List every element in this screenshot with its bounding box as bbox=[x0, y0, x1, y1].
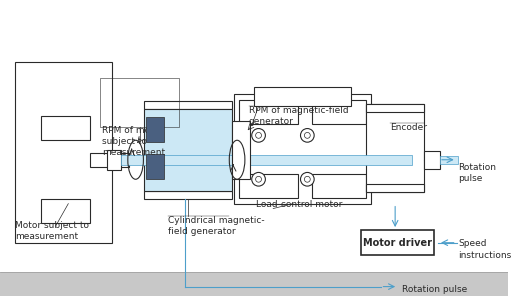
Text: Motor driver: Motor driver bbox=[363, 238, 432, 248]
Bar bbox=[366, 104, 425, 192]
Bar bbox=[234, 94, 371, 204]
Bar bbox=[239, 100, 297, 124]
Text: Rotation pulse: Rotation pulse bbox=[402, 285, 467, 294]
Bar bbox=[366, 184, 425, 192]
Bar bbox=[90, 153, 129, 166]
Text: Rotation
pulse: Rotation pulse bbox=[458, 163, 497, 183]
Bar bbox=[146, 154, 164, 179]
Bar bbox=[312, 174, 366, 198]
Circle shape bbox=[304, 132, 311, 138]
Text: RPM of motor
subject to
measurement: RPM of motor subject to measurement bbox=[103, 126, 166, 157]
Circle shape bbox=[301, 172, 314, 186]
Bar bbox=[144, 191, 232, 199]
Bar bbox=[144, 109, 232, 191]
Bar bbox=[41, 116, 90, 140]
Bar bbox=[101, 78, 179, 127]
Bar bbox=[0, 272, 508, 296]
Bar bbox=[254, 87, 351, 106]
Text: Motor subject to
measurement: Motor subject to measurement bbox=[15, 221, 89, 241]
Bar bbox=[232, 121, 250, 179]
Bar bbox=[121, 155, 412, 165]
Bar bbox=[107, 150, 121, 170]
Text: Cylindrical magnetic-
field generator: Cylindrical magnetic- field generator bbox=[168, 216, 265, 236]
Bar bbox=[146, 117, 164, 142]
Bar bbox=[312, 100, 366, 124]
Circle shape bbox=[304, 176, 311, 182]
Circle shape bbox=[252, 128, 265, 142]
Text: RPM of magnetic-field
generator: RPM of magnetic-field generator bbox=[249, 106, 349, 126]
Bar bbox=[440, 156, 457, 164]
Bar bbox=[41, 199, 90, 223]
Text: Encoder: Encoder bbox=[390, 123, 427, 132]
Bar bbox=[15, 62, 112, 243]
Bar bbox=[239, 174, 297, 198]
Bar bbox=[366, 104, 425, 112]
Circle shape bbox=[256, 176, 262, 182]
Bar bbox=[361, 230, 434, 255]
Text: Load-control motor: Load-control motor bbox=[256, 200, 342, 208]
Circle shape bbox=[301, 128, 314, 142]
Bar bbox=[425, 151, 440, 169]
Text: Speed
instructions: Speed instructions bbox=[458, 239, 512, 260]
Bar bbox=[144, 101, 232, 109]
Circle shape bbox=[256, 132, 262, 138]
Circle shape bbox=[252, 172, 265, 186]
